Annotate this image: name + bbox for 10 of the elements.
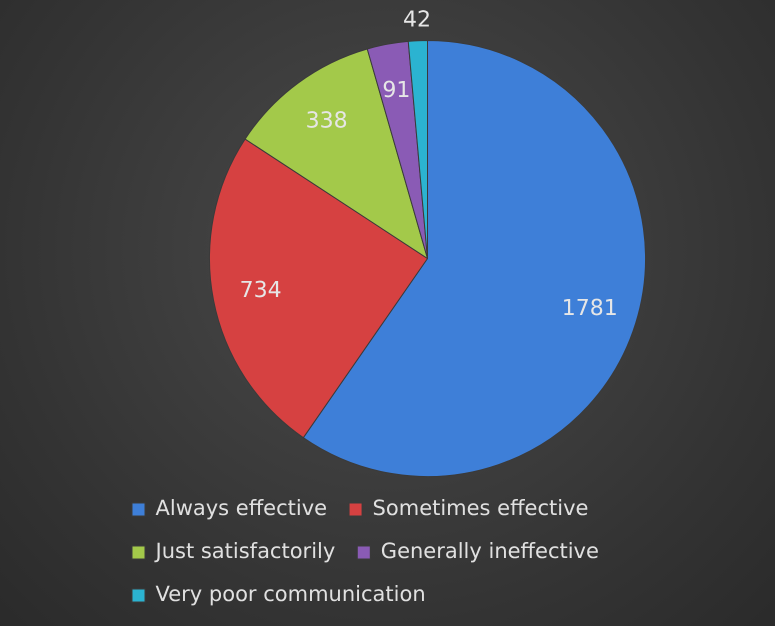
data-label: 91 [382, 78, 410, 104]
data-label: 42 [402, 7, 431, 32]
legend-label: Just satisfactorily [154, 538, 336, 563]
legend-label: Generally ineffective [380, 538, 599, 563]
legend-label: Sometimes effective [372, 496, 588, 520]
data-label: 1781 [562, 296, 618, 321]
data-label: 338 [306, 108, 348, 134]
legend-label: Always effective [156, 496, 328, 520]
legend-label: Very poor communication [156, 582, 426, 606]
data-label: 734 [240, 278, 282, 303]
